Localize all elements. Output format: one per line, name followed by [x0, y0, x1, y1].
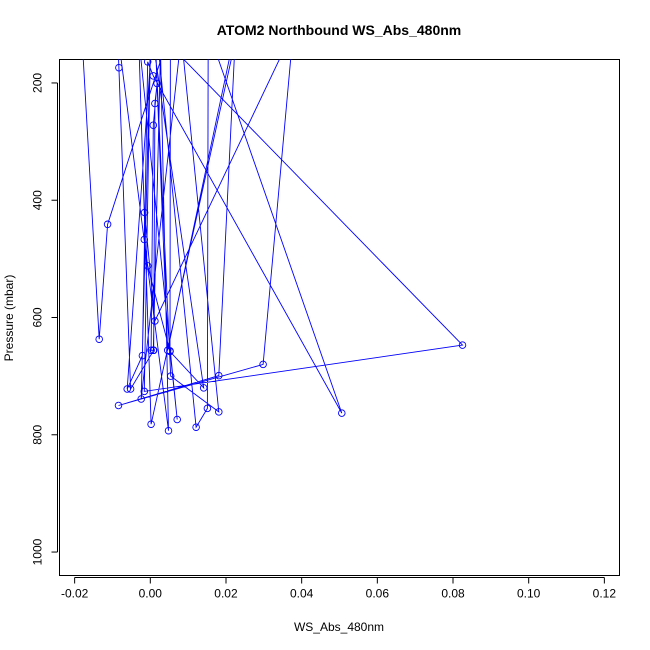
data-point: [215, 408, 223, 416]
data-point: [140, 208, 149, 217]
y-tick-label: 800: [31, 424, 45, 444]
y-tick-label: 200: [31, 73, 45, 93]
x-axis-label: WS_Abs_480nm: [294, 620, 384, 634]
data-point: [140, 387, 149, 396]
data-point: [123, 385, 131, 393]
data-point: [149, 121, 158, 129]
data-point: [259, 360, 267, 369]
data-point: [147, 420, 155, 428]
y-tick-label: 1000: [31, 538, 45, 565]
data-point: [199, 384, 208, 392]
data-point: [151, 99, 159, 108]
x-tick-label: 0.08: [441, 587, 465, 601]
data-point: [115, 63, 123, 72]
data-point: [147, 346, 155, 355]
data-point: [458, 341, 467, 349]
data-point: [178, 33, 185, 40]
data-point: [152, 45, 159, 52]
data-point: [215, 371, 223, 380]
data-point: [95, 335, 103, 343]
data-point: [163, 346, 172, 355]
data-point: [149, 346, 158, 355]
axes-layer: -0.02 0.00 0.02 0.04 0.06 0.08 0.10 0.12 200 400 6…: [31, 73, 617, 601]
data-point: [149, 33, 156, 40]
data-point: [157, 27, 164, 34]
y-tick-label: 400: [31, 190, 45, 210]
data-point: [166, 372, 175, 380]
data-point: [173, 415, 181, 424]
data-point: [114, 27, 121, 34]
data-point: [126, 385, 135, 393]
data-point: [338, 409, 346, 417]
y-axis-label: Pressure (mbar): [2, 275, 16, 362]
data-point: [205, 27, 212, 34]
plot-frame: [59, 59, 620, 576]
data-point: [140, 235, 149, 244]
x-tick-label: 0.02: [214, 587, 238, 601]
series-line: [82, 59, 464, 431]
data-point: [154, 33, 161, 40]
data-point: [151, 317, 159, 325]
data-point: [103, 220, 112, 229]
data-point: [164, 426, 173, 435]
data-point: [149, 72, 158, 80]
data-point: [232, 39, 239, 46]
data-point: [192, 423, 200, 431]
data-point: [138, 351, 147, 360]
data-point: [143, 59, 152, 66]
x-tick-label: 0.10: [517, 587, 541, 601]
chart-title: ATOM2 Northbound WS_Abs_480nm: [217, 22, 462, 38]
x-tick-label: -0.02: [61, 587, 89, 601]
data-point: [158, 33, 165, 40]
data-point: [114, 401, 123, 410]
data-point: [135, 33, 142, 40]
data-point: [167, 27, 174, 34]
x-tick-label: 0.06: [366, 587, 390, 601]
x-tick-label: 0.00: [139, 587, 163, 601]
data-point: [153, 79, 161, 88]
data-point: [137, 395, 145, 403]
x-tick-label: 0.04: [290, 587, 314, 601]
data-point: [203, 404, 212, 413]
data-point: [79, 45, 86, 52]
x-tick-label: 0.12: [593, 587, 617, 601]
data-point: [147, 27, 154, 34]
series-layer: [79, 27, 467, 435]
y-tick-label: 600: [31, 307, 45, 327]
data-point: [143, 262, 152, 270]
